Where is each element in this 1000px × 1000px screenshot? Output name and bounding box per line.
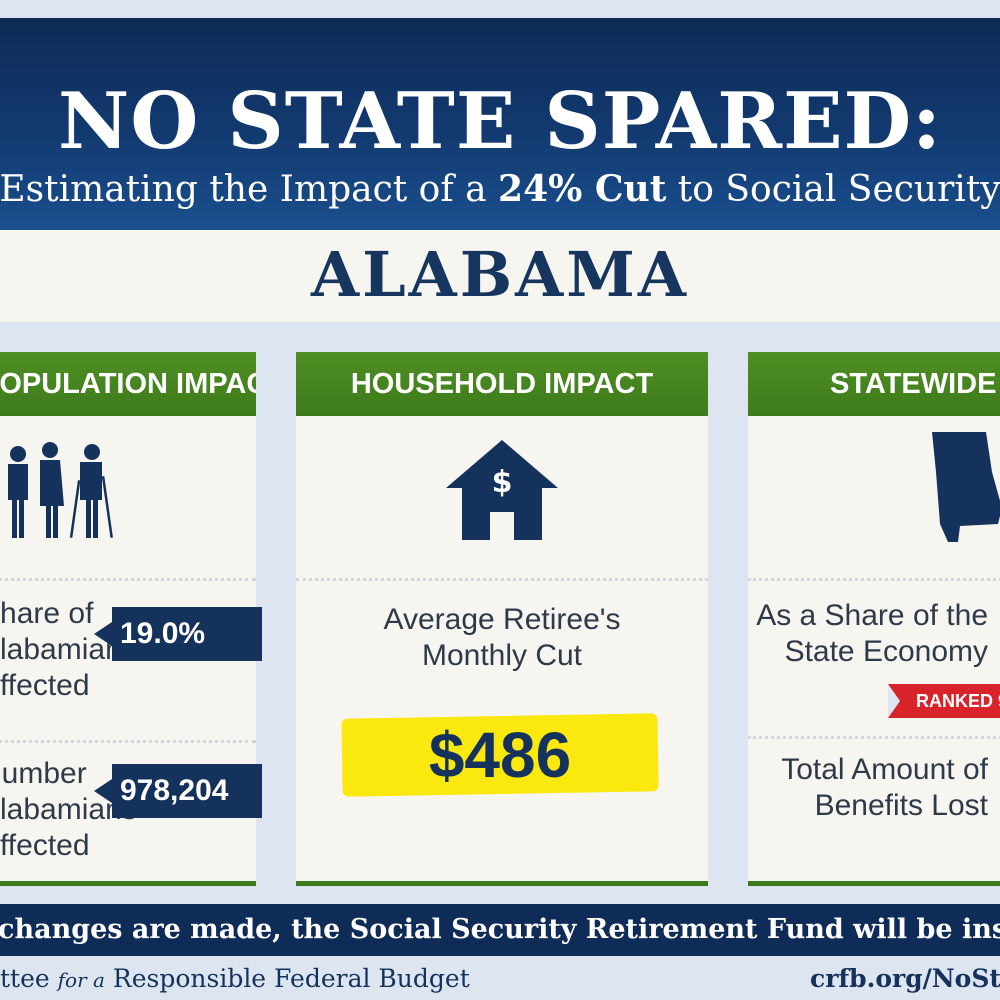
- label-line: Total Amount of: [781, 753, 988, 786]
- share-affected-value: 19.0%: [94, 607, 262, 661]
- subtitle-emphasis: 24% Cut: [498, 168, 667, 210]
- label-line: Benefits Lost: [814, 789, 988, 822]
- divider-dots: [748, 736, 1000, 739]
- label-line: Share of: [0, 597, 94, 630]
- economy-share-label: As a Share of the State Economy: [748, 598, 988, 670]
- monthly-cut-value: $486: [428, 719, 572, 791]
- organization-name: ttee for a Responsible Federal Budget: [0, 964, 470, 993]
- label-line: Average Retiree's: [383, 603, 621, 636]
- state-band: [0, 230, 1000, 322]
- label-line: State Economy: [784, 635, 988, 668]
- statewide-impact-heading: STATEWIDE IMPACT: [748, 352, 1000, 416]
- card-bottom-line: [0, 881, 256, 886]
- card-bottom-line: [296, 881, 708, 886]
- org-text-start: ttee: [0, 964, 58, 993]
- population-impact-card: POPULATION IMPACT Share of Alabamians Af…: [0, 352, 262, 886]
- ranked-badge: RANKED 9: [888, 684, 1000, 718]
- monthly-cut-label: Average Retiree's Monthly Cut: [296, 602, 708, 674]
- label-line: Alabamians: [0, 633, 137, 666]
- label-line: Number: [0, 757, 87, 790]
- label-line: Affected: [0, 669, 90, 702]
- divider-dots: [748, 578, 1000, 581]
- svg-text:$: $: [492, 465, 513, 500]
- website-link[interactable]: crfb.org/NoStat: [810, 964, 1000, 993]
- number-affected-label: Number Alabamians Affected: [0, 756, 137, 864]
- statewide-impact-card: STATEWIDE IMPACT As a Share of the State…: [748, 352, 1000, 886]
- label-line: Monthly Cut: [421, 639, 583, 672]
- insolvency-banner: changes are made, the Social Security Re…: [0, 904, 1000, 956]
- population-impact-heading: POPULATION IMPACT: [0, 352, 256, 416]
- divider-dots: [296, 578, 708, 581]
- benefits-lost-label: Total Amount of Benefits Lost: [748, 752, 988, 824]
- share-affected-label: Share of Alabamians Affected: [0, 596, 137, 704]
- page-title: NO STATE SPARED:: [58, 76, 942, 167]
- label-line: Affected: [0, 829, 90, 862]
- number-affected-value: 978,204: [94, 764, 262, 818]
- subtitle-text-end: to Social Security: [666, 169, 1000, 210]
- label-line: As a Share of the: [756, 599, 988, 632]
- org-text-italic: for a: [57, 968, 105, 992]
- label-line: Alabamians: [0, 793, 137, 826]
- household-impact-card: HOUSEHOLD IMPACT $ Average Retiree's Mon…: [296, 352, 708, 886]
- state-name: ALABAMA: [310, 238, 690, 311]
- house-dollar-icon: $: [446, 440, 558, 540]
- org-text-end: Responsible Federal Budget: [104, 964, 470, 993]
- people-silhouette-icon: [8, 442, 113, 538]
- divider-dots: [0, 578, 256, 581]
- subtitle-text-start: Estimating the Impact of a: [0, 169, 499, 210]
- card-bottom-line: [748, 881, 1000, 886]
- household-impact-heading: HOUSEHOLD IMPACT: [296, 352, 708, 416]
- state-map-icon: [932, 432, 1000, 542]
- divider-dots: [0, 740, 256, 743]
- page-subtitle: Estimating the Impact of a 24% Cut to So…: [0, 168, 1000, 210]
- insolvency-banner-text: changes are made, the Social Security Re…: [0, 914, 1000, 945]
- header-banner: NO STATE SPARED: Estimating the Impact o…: [0, 18, 1000, 230]
